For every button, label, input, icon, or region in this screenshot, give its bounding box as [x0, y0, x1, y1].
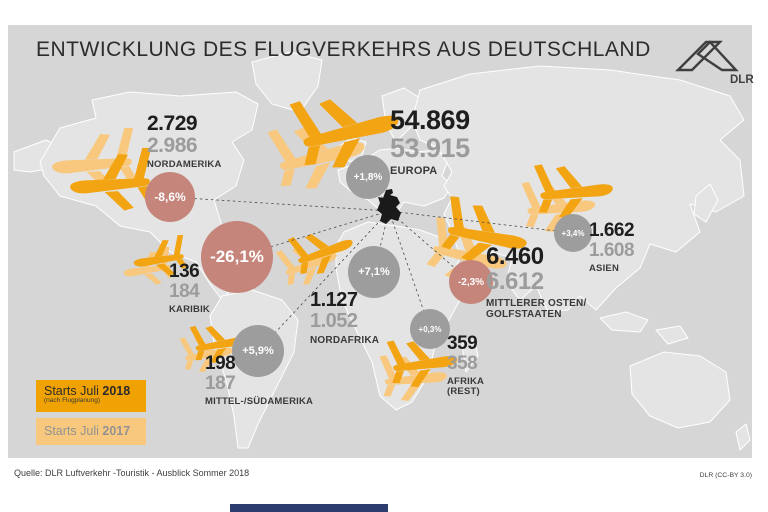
dlr-logo: DLR [675, 40, 754, 86]
value-2017: 184 [169, 280, 200, 302]
dlr-logo-bar [675, 40, 723, 72]
change-badge-asien: +3,4% [554, 214, 592, 252]
region-mittlerer-osten: 6.460 6.612 MITTLERER OSTEN/ GOLFSTAATEN [486, 243, 604, 321]
region-suedamerika: 198 187 MITTEL-/SÜDAMERIKA [205, 354, 313, 407]
value-2017: 1.052 [310, 309, 358, 332]
region-label: EUROPA [390, 165, 438, 178]
legend-label: Starts Juli [44, 424, 99, 438]
region-europa: 54.869 53.915 EUROPA [390, 106, 470, 178]
value-2018: 198 [205, 353, 236, 374]
value-2018: 136 [169, 261, 200, 282]
value-2018: 54.869 [390, 105, 470, 135]
change-badge-karibik: -26,1% [201, 221, 273, 293]
value-2018: 6.460 [486, 243, 544, 270]
region-label: NORDAFRIKA [310, 334, 380, 346]
legend: Starts Juli 2018 (nach Flugplanung) Star… [36, 380, 146, 451]
region-afrika-rest: 359 358 AFRIKA (REST) [447, 334, 497, 398]
source-note: Quelle: DLR Luftverkehr -Touristik - Aus… [14, 468, 250, 478]
value-2018: 1.127 [310, 289, 358, 311]
region-label: AFRIKA (REST) [447, 375, 484, 398]
value-2018: 1.662 [589, 220, 635, 241]
dlr-logo-text: DLR [730, 74, 754, 86]
legend-item-2017: Starts Juli 2017 [36, 418, 146, 445]
legend-label: Starts Juli [44, 384, 99, 398]
legend-note: (nach Flugplanung) [44, 397, 101, 404]
value-2017: 187 [205, 372, 236, 394]
value-2017: 1.608 [589, 239, 635, 261]
region-label: ASIEN [589, 262, 620, 274]
change-badge-nordamerika: -8,6% [145, 172, 195, 222]
region-label: MITTLERER OSTEN/ GOLFSTAATEN [486, 297, 587, 321]
region-asien: 1.662 1.608 ASIEN [589, 220, 635, 274]
change-badge-afrika-rest: +0,3% [410, 309, 450, 349]
region-label: KARIBIK [169, 303, 210, 315]
value-2017: 53.915 [390, 133, 470, 164]
change-badge-europa: +1,8% [346, 155, 390, 199]
value-2017: 2.986 [147, 133, 198, 157]
germany-icon [377, 189, 401, 224]
value-2017: 358 [447, 352, 478, 374]
change-badge-mittlerer-osten: -2,3% [449, 260, 493, 304]
legend-year: 2017 [102, 424, 131, 438]
region-nordafrika: 1.127 1.052 NORDAFRIKA [310, 290, 379, 346]
value-2017: 6.612 [486, 267, 544, 295]
change-badge-suedamerika: +5,9% [232, 325, 284, 377]
legend-item-2018: Starts Juli 2018 (nach Flugplanung) [36, 380, 146, 412]
legend-year: 2018 [102, 384, 131, 398]
license-note: DLR (CC-BY 3.0) [699, 472, 752, 479]
value-2018: 359 [447, 333, 478, 354]
region-karibik: 136 184 KARIBIK [169, 262, 210, 315]
bottom-bar [230, 504, 388, 512]
region-label: NORDAMERIKA [147, 158, 222, 170]
region-nordamerika: 2.729 2.986 NORDAMERIKA [147, 113, 222, 171]
change-badge-nordafrika: +7,1% [348, 246, 400, 298]
value-2018: 2.729 [147, 112, 198, 135]
dlr-logo-bar [696, 40, 739, 72]
region-label: MITTEL-/SÜDAMERIKA [205, 395, 314, 407]
page-title: ENTWICKLUNG DES FLUGVERKEHRS AUS DEUTSCH… [36, 38, 651, 61]
